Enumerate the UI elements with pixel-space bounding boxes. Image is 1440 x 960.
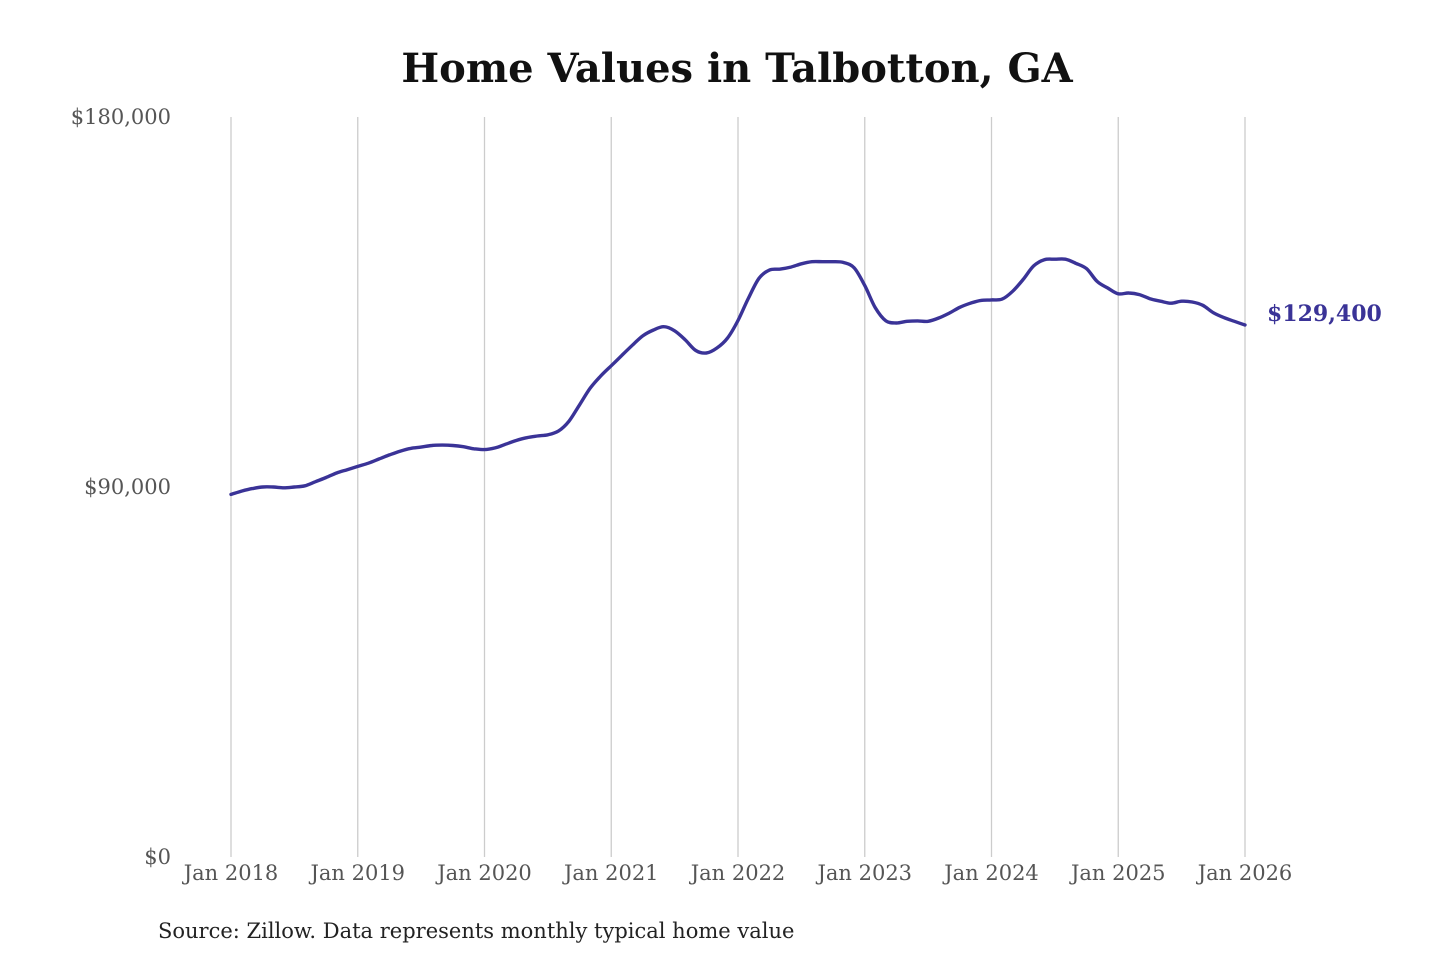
source-note: Source: Zillow. Data represents monthly …: [158, 919, 794, 943]
y-tick-label: $180,000: [71, 105, 171, 129]
gridlines: [230, 117, 1246, 857]
chart-title: Home Values in Talbotton, GA: [401, 45, 1073, 92]
y-axis-ticks: $0 $90,000 $180,000: [71, 105, 171, 869]
x-tick-label: Jan 2024: [942, 861, 1039, 885]
x-tick-label: Jan 2021: [562, 861, 659, 885]
x-tick-label: Jan 2023: [815, 861, 912, 885]
y-tick-label: $90,000: [84, 475, 171, 499]
series-line-home-value: [229, 257, 1247, 497]
x-tick-label: Jan 2020: [435, 861, 532, 885]
x-axis-ticks: Jan 2018 Jan 2019 Jan 2020 Jan 2021 Jan 2022…: [182, 861, 1293, 885]
end-value-label: $129,400: [1267, 301, 1382, 327]
x-tick-label: Jan 2025: [1069, 861, 1166, 885]
x-tick-label: Jan 2019: [308, 861, 405, 885]
x-tick-label: Jan 2026: [1196, 861, 1293, 885]
y-tick-label: $0: [144, 845, 171, 869]
x-tick-label: Jan 2022: [689, 861, 786, 885]
x-tick-label: Jan 2018: [182, 861, 279, 885]
